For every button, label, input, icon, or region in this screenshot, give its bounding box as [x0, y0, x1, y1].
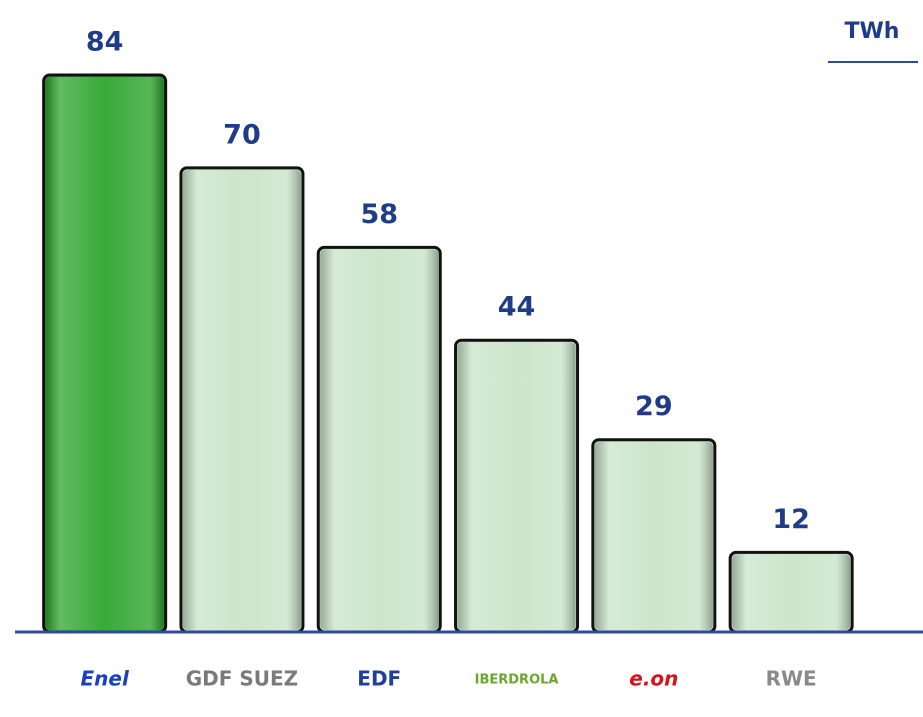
category-label: Enel [80, 667, 129, 691]
category-label: EDF [357, 667, 401, 691]
category-label: IBERDROLA [475, 673, 559, 688]
value-label: 84 [86, 27, 124, 58]
category-label: GDF SUEZ [186, 667, 298, 691]
bar-shine [45, 77, 164, 630]
bar-shine [594, 441, 713, 630]
value-label: 12 [772, 504, 810, 535]
bar-shine [732, 554, 851, 630]
bar-shine [320, 249, 439, 630]
bar-shine [457, 342, 576, 630]
unit-label: TWh [845, 19, 900, 44]
value-label: 70 [223, 119, 261, 150]
bar-shine [182, 169, 301, 631]
category-label: e.on [629, 667, 678, 691]
value-label: 44 [498, 292, 536, 323]
value-label: 58 [360, 199, 398, 230]
category-label: RWE [766, 667, 817, 691]
value-label: 29 [635, 391, 673, 422]
